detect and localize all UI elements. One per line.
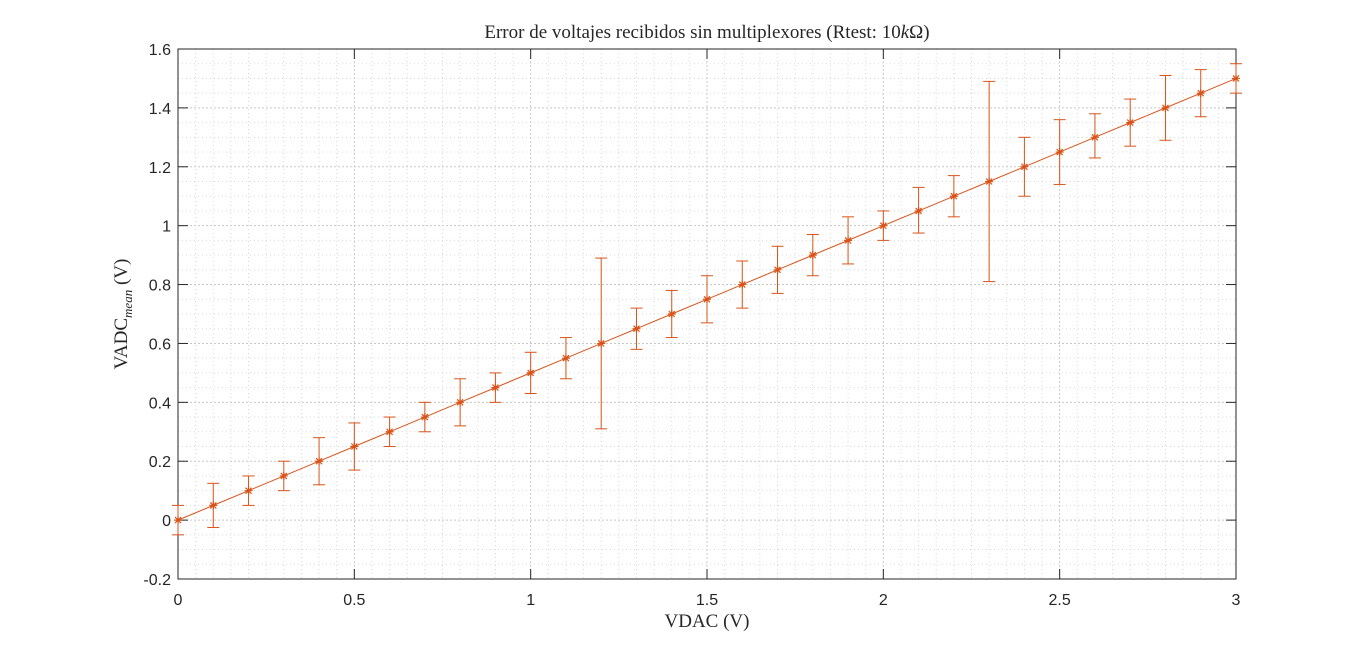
chart-title: Error de voltajes recibidos sin multiple…	[484, 22, 929, 43]
data-point-marker	[491, 383, 500, 392]
y-axis-label-sub: mean	[120, 290, 135, 318]
data-point-marker	[632, 324, 641, 333]
data-point-marker	[279, 471, 288, 480]
y-axis-label-main: VADC	[111, 318, 132, 369]
data-point-marker	[879, 221, 888, 230]
data-point-marker	[456, 398, 465, 407]
data-point-marker	[1055, 148, 1064, 157]
data-point-marker	[914, 206, 923, 215]
data-point-marker	[949, 192, 958, 201]
y-tick-label: 0	[162, 513, 171, 530]
title-omega: Ω)	[909, 22, 929, 43]
y-tick-label: 0.2	[149, 454, 171, 471]
x-tick-label: 2	[879, 592, 888, 609]
data-point-marker	[561, 354, 570, 363]
y-tick-label: 1.6	[149, 42, 171, 59]
data-point-marker	[808, 251, 817, 260]
y-tick-label: 1.4	[149, 101, 171, 118]
data-point-marker	[844, 236, 853, 245]
x-tick-labels: 0 0.5 1 1.5 2 2.5 3	[174, 592, 1241, 609]
data-markers	[174, 74, 1240, 525]
data-point-marker	[1020, 162, 1029, 171]
y-tick-label: 1.2	[149, 160, 171, 177]
title-text: Error de voltajes recibidos sin multiple…	[484, 22, 900, 43]
data-point-marker	[1161, 103, 1170, 112]
data-point-marker	[597, 339, 606, 348]
data-point-marker	[244, 486, 253, 495]
title-k: k	[901, 22, 910, 43]
data-point-marker	[667, 310, 676, 318]
data-point-marker	[1196, 89, 1205, 98]
data-point-marker	[1090, 133, 1099, 142]
data-point-marker	[985, 177, 994, 186]
data-point-marker	[526, 368, 535, 377]
y-tick-label: -0.2	[143, 572, 171, 589]
x-axis-label: VDAC (V)	[665, 611, 750, 632]
data-point-marker	[420, 413, 429, 422]
error-bars	[172, 63, 1242, 536]
data-point-marker	[1232, 74, 1240, 83]
x-tick-label: 1.5	[696, 592, 718, 609]
data-point-marker	[1126, 118, 1135, 127]
y-tick-labels: -0.2 0 0.2 0.4 0.6 0.8 1 1.2 1.4 1.6	[143, 42, 171, 589]
tick-marks	[177, 48, 1237, 580]
x-tick-label: 1	[526, 592, 535, 609]
x-tick-label: 2.5	[1049, 592, 1071, 609]
y-tick-label: 0.4	[149, 395, 171, 412]
x-tick-label: 3	[1232, 592, 1241, 609]
data-point-marker	[209, 501, 218, 510]
x-tick-label: 0	[174, 592, 183, 609]
data-point-marker	[738, 280, 747, 289]
x-tick-label: 0.5	[343, 592, 365, 609]
data-point-marker	[385, 427, 394, 436]
data-point-marker	[703, 295, 711, 304]
y-axis-label: VADCmean (V)	[111, 259, 135, 370]
data-point-marker	[174, 516, 182, 525]
data-point-marker	[350, 442, 359, 451]
y-tick-label: 1	[162, 219, 171, 236]
y-axis-label-unit: (V)	[111, 259, 132, 290]
y-tick-label: 0.8	[149, 278, 171, 295]
data-point-marker	[773, 265, 782, 274]
data-point-marker	[315, 457, 324, 466]
y-tick-label: 0.6	[149, 336, 171, 353]
